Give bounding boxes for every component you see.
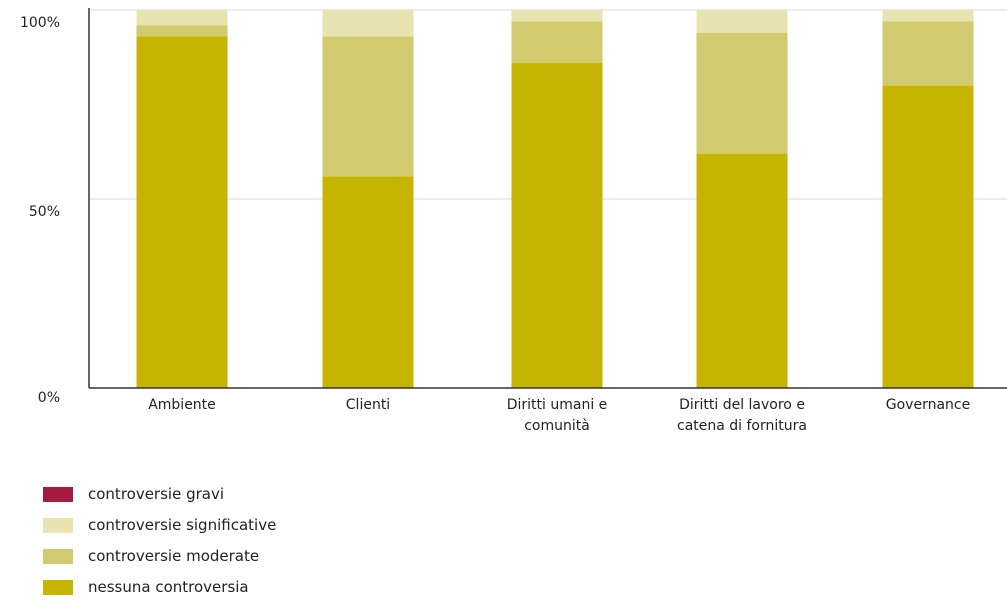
x-tick-label: Diritti umani e comunità [507,397,608,434]
x-tick-label: Clienti [346,397,390,413]
bar-segment [696,32,788,154]
bar-segment [322,36,414,177]
bar-segment [882,85,974,388]
bar-segment [136,10,228,26]
x-tick-label: Ambiente [148,397,216,413]
x-tick-label: Diritti del lavoro e catena di fornitura [677,397,807,434]
legend-item-gravi[interactable]: controversie gravi [43,483,276,505]
legend-item-significative[interactable]: controversie significative [43,514,276,536]
bar-segment [322,10,414,37]
stacked-bar-chart: 0% 50% 100% Ambiente Clienti Diritti umani e… [20,8,1007,434]
bar-segment [511,21,603,63]
legend-item-nessuna[interactable]: nessuna controversia [43,576,276,598]
legend-label: controversie moderate [88,547,260,565]
y-tick-label: 100% [20,15,60,31]
axes [88,8,1007,389]
bar-segment [136,25,228,37]
bar-segment [511,62,603,389]
legend-label: controversie gravi [88,485,225,503]
bar-segment [511,10,603,22]
bar-segment [136,36,228,389]
legend-swatch [43,517,73,533]
legend-item-moderate[interactable]: controversie moderate [43,545,276,567]
y-tick-label: 0% [38,390,60,406]
bar-segment [882,10,974,22]
bars [136,10,974,389]
bar-segment [696,153,788,388]
legend-swatch [43,579,73,595]
bar-segment [882,21,974,86]
x-tick-label: Governance [886,397,970,413]
y-tick-labels: 0% 50% 100% [20,15,60,406]
legend-swatch [43,548,73,564]
y-tick-label: 50% [29,204,60,220]
x-tick-labels: Ambiente Clienti Diritti umani e comunità Di… [148,397,970,434]
legend-swatch [43,486,73,502]
bar-segment [322,176,414,388]
bar-segment [696,10,788,33]
legend-label: nessuna controversia [88,578,249,596]
legend-label: controversie significative [88,516,277,534]
legend: controversie gravi controversie signific… [43,483,276,607]
